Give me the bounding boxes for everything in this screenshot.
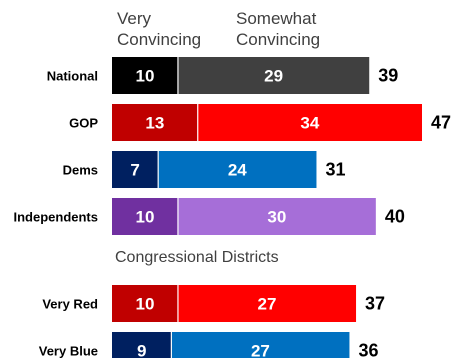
data-label-total: 40 bbox=[385, 207, 405, 227]
bar-very-convincing bbox=[112, 104, 198, 141]
data-label-total: 37 bbox=[365, 294, 385, 314]
legend-entry-somewhat: Somewhat bbox=[236, 9, 317, 28]
bar-very-convincing bbox=[112, 332, 172, 358]
section-title: Congressional Districts bbox=[115, 249, 279, 266]
legend-entry-somewhat: Convincing bbox=[236, 30, 320, 49]
category-label: Very Blue bbox=[39, 344, 98, 358]
category-label: Very Red bbox=[42, 297, 98, 312]
bar-somewhat-convincing bbox=[158, 151, 317, 188]
bar-very-convincing bbox=[112, 57, 178, 94]
legend: Very Convincing Somewhat Convincing bbox=[117, 9, 320, 49]
bar-very-convincing bbox=[112, 198, 178, 235]
data-label-somewhat: 34 bbox=[300, 114, 319, 133]
bar-somewhat-convincing bbox=[177, 285, 357, 322]
bar-somewhat-convincing bbox=[171, 332, 350, 358]
data-label-total: 31 bbox=[325, 160, 345, 180]
data-label-very: 7 bbox=[130, 161, 139, 180]
data-label-somewhat: 30 bbox=[267, 208, 286, 227]
data-label-total: 47 bbox=[431, 113, 451, 133]
data-label-very: 10 bbox=[136, 295, 155, 314]
bars: National 10 29 39 GOP 13 34 47 Dems 7 24 31 Independ… bbox=[13, 57, 451, 358]
legend-entry-very: Convincing bbox=[117, 30, 201, 49]
category-label: Dems bbox=[63, 163, 98, 178]
data-label-somewhat: 27 bbox=[251, 342, 270, 358]
data-label-very: 10 bbox=[136, 67, 155, 86]
bar-very-convincing bbox=[112, 151, 159, 188]
legend-entry-very: Very bbox=[117, 9, 152, 28]
data-label-very: 9 bbox=[137, 342, 146, 358]
bar-very-convincing bbox=[112, 285, 178, 322]
data-label-very: 10 bbox=[136, 208, 155, 227]
bar-somewhat-convincing bbox=[177, 198, 376, 235]
bar-somewhat-convincing bbox=[197, 104, 422, 141]
data-label-somewhat: 27 bbox=[258, 295, 277, 314]
category-label: GOP bbox=[69, 116, 98, 131]
data-label-very: 13 bbox=[145, 114, 164, 133]
category-label: National bbox=[47, 69, 98, 84]
category-label: Independents bbox=[13, 210, 98, 225]
data-label-somewhat: 24 bbox=[228, 161, 247, 180]
data-label-total: 36 bbox=[358, 341, 378, 358]
data-label-somewhat: 29 bbox=[264, 67, 283, 86]
bar-somewhat-convincing bbox=[177, 57, 370, 94]
data-label-total: 39 bbox=[378, 66, 398, 86]
